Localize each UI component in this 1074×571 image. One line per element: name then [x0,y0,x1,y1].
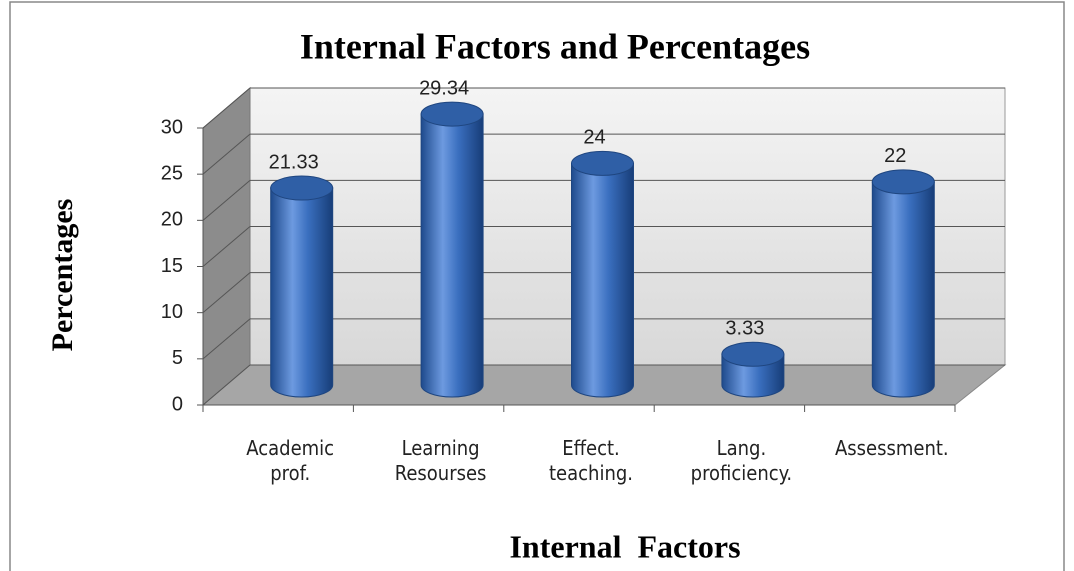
y-tick-label: 5 [172,347,183,369]
bar [871,181,935,398]
grid-line [202,226,251,267]
data-label: 29.34 [419,77,469,99]
grid-line [202,318,251,360]
x-tick-label: Lang. proficiency. [690,436,793,485]
x-tick-label: Academic prof. [246,436,335,485]
y-tick-label: 15 [161,255,183,277]
x-tick-label: Effect. teaching. [549,436,633,485]
x-tick-label: Learning Resourses [394,436,487,485]
y-tick-label: 25 [161,162,183,184]
grid-line [202,179,251,221]
grid-line [202,272,251,314]
y-axis-label: Percentages [46,199,79,352]
frame [9,1,1065,571]
bar-top [270,175,334,201]
grid-line [202,133,251,175]
bar [270,187,334,398]
y-tick-label: 10 [161,301,183,323]
data-label: 22 [884,145,906,167]
y-tick-label: 20 [161,209,183,231]
bar-top [871,169,935,195]
data-label: 24 [583,127,605,149]
bar-top [571,150,634,176]
data-label: 3.33 [725,318,764,340]
bar [420,113,484,398]
data-label: 21.33 [269,151,319,173]
bar-top [420,101,484,127]
y-tick-label: 30 [161,116,183,138]
bar-top [721,341,785,367]
chart-title: Internal Factors and Percentages [300,26,810,66]
bar [571,162,634,398]
y-tick-label: 0 [172,393,183,415]
grid-line [202,364,251,406]
x-axis-label: Internal Factors [509,528,740,564]
x-tick-label: Assessment. [834,436,949,460]
grid-line [202,87,251,129]
